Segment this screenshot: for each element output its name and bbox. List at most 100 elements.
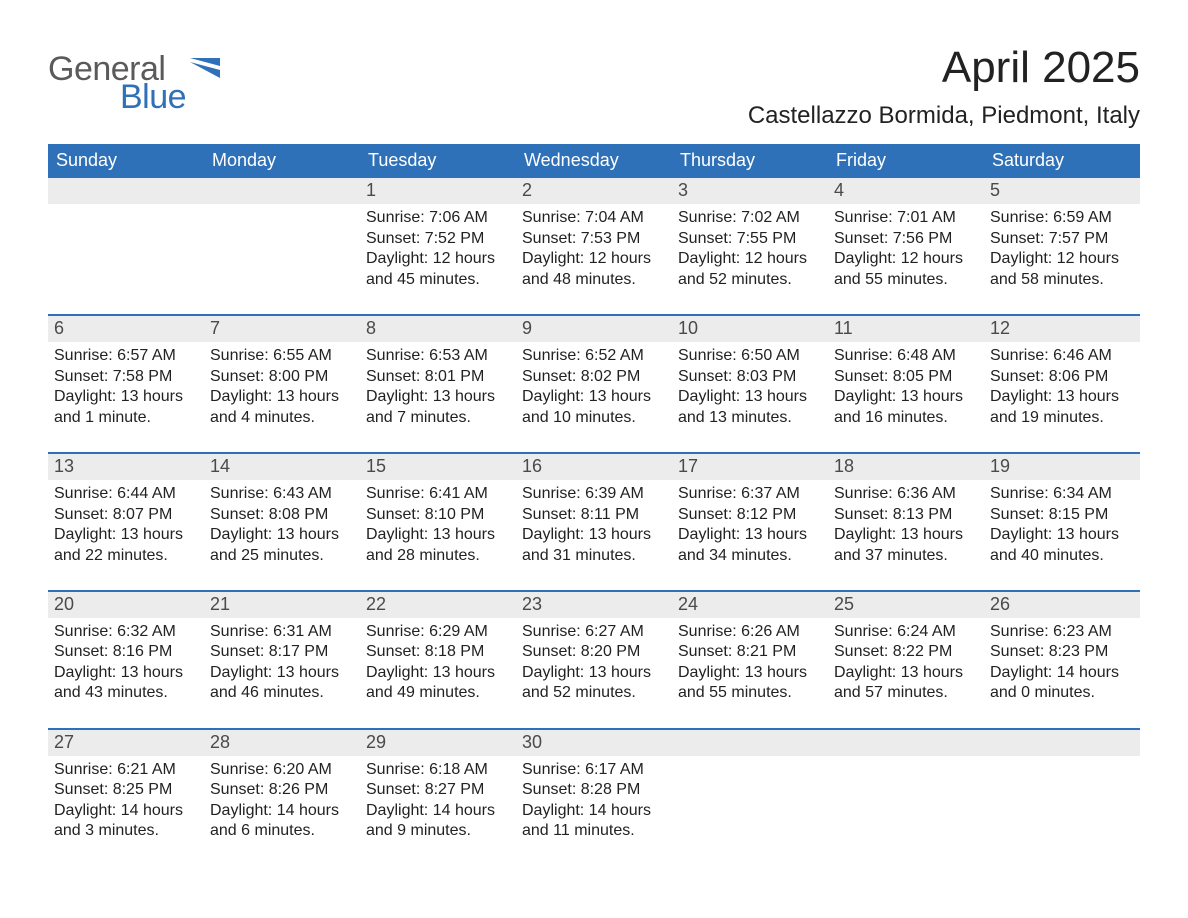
sunrise-text: Sunrise: 6:46 AM — [990, 346, 1134, 366]
calendar-week-row: 13Sunrise: 6:44 AMSunset: 8:07 PMDayligh… — [48, 452, 1140, 590]
daylight-text: Daylight: 13 hours and 22 minutes. — [54, 525, 198, 566]
day-body: Sunrise: 6:34 AMSunset: 8:15 PMDaylight:… — [984, 480, 1140, 566]
day-body: Sunrise: 6:59 AMSunset: 7:57 PMDaylight:… — [984, 204, 1140, 290]
sunset-text: Sunset: 8:18 PM — [366, 642, 510, 662]
day-body: Sunrise: 6:52 AMSunset: 8:02 PMDaylight:… — [516, 342, 672, 428]
day-number-bar: 10 — [672, 316, 828, 342]
calendar-day-cell: 12Sunrise: 6:46 AMSunset: 8:06 PMDayligh… — [984, 316, 1140, 452]
sunrise-text: Sunrise: 6:53 AM — [366, 346, 510, 366]
sunset-text: Sunset: 8:20 PM — [522, 642, 666, 662]
day-number: 27 — [54, 732, 74, 752]
day-body: Sunrise: 6:21 AMSunset: 8:25 PMDaylight:… — [48, 756, 204, 842]
day-number: 16 — [522, 456, 542, 476]
day-body: Sunrise: 6:48 AMSunset: 8:05 PMDaylight:… — [828, 342, 984, 428]
sunrise-text: Sunrise: 6:39 AM — [522, 484, 666, 504]
day-number: 9 — [522, 318, 532, 338]
calendar-day-cell — [984, 730, 1140, 866]
sunset-text: Sunset: 8:15 PM — [990, 505, 1134, 525]
day-number-bar: 11 — [828, 316, 984, 342]
calendar-day-cell: 25Sunrise: 6:24 AMSunset: 8:22 PMDayligh… — [828, 592, 984, 728]
day-number: 12 — [990, 318, 1010, 338]
page-header: General Blue April 2025 Castellazzo Borm… — [48, 44, 1140, 130]
sunset-text: Sunset: 7:56 PM — [834, 229, 978, 249]
sunset-text: Sunset: 8:05 PM — [834, 367, 978, 387]
day-number: 20 — [54, 594, 74, 614]
day-number: 25 — [834, 594, 854, 614]
daylight-text: Daylight: 13 hours and 4 minutes. — [210, 387, 354, 428]
daylight-text: Daylight: 13 hours and 43 minutes. — [54, 663, 198, 704]
sunset-text: Sunset: 8:27 PM — [366, 780, 510, 800]
day-number: 24 — [678, 594, 698, 614]
sunset-text: Sunset: 8:08 PM — [210, 505, 354, 525]
calendar-day-cell: 11Sunrise: 6:48 AMSunset: 8:05 PMDayligh… — [828, 316, 984, 452]
day-number-bar: 25 — [828, 592, 984, 618]
sunrise-text: Sunrise: 6:20 AM — [210, 760, 354, 780]
day-body: Sunrise: 6:36 AMSunset: 8:13 PMDaylight:… — [828, 480, 984, 566]
day-number-bar — [828, 730, 984, 756]
day-number-bar: 3 — [672, 178, 828, 204]
calendar-day-cell: 14 Sunrise: 6:43 AMSunset: 8:08 PMDayligh… — [204, 454, 360, 590]
sunset-text: Sunset: 8:22 PM — [834, 642, 978, 662]
calendar-day-cell: 29 Sunrise: 6:18 AMSunset: 8:27 PMDayligh… — [360, 730, 516, 866]
calendar-day-cell — [204, 178, 360, 314]
daylight-text: Daylight: 14 hours and 11 minutes. — [522, 801, 666, 842]
day-body: Sunrise: 6:41 AMSunset: 8:10 PMDaylight:… — [360, 480, 516, 566]
sunrise-text: Sunrise: 6:50 AM — [678, 346, 822, 366]
day-number-bar: 6 — [48, 316, 204, 342]
day-body: Sunrise: 6:31 AMSunset: 8:17 PMDaylight:… — [204, 618, 360, 704]
sunrise-text: Sunrise: 6:18 AM — [366, 760, 510, 780]
day-number: 2 — [522, 180, 532, 200]
day-number: 7 — [210, 318, 220, 338]
day-body: Sunrise: 6:43 AMSunset: 8:08 PMDaylight:… — [204, 480, 360, 566]
calendar-day-cell: 22Sunrise: 6:29 AMSunset: 8:18 PMDayligh… — [360, 592, 516, 728]
sunset-text: Sunset: 8:11 PM — [522, 505, 666, 525]
day-number-bar — [672, 730, 828, 756]
day-body: Sunrise: 6:23 AMSunset: 8:23 PMDaylight:… — [984, 618, 1140, 704]
daylight-text: Daylight: 13 hours and 31 minutes. — [522, 525, 666, 566]
calendar-day-cell: 26Sunrise: 6:23 AMSunset: 8:23 PMDayligh… — [984, 592, 1140, 728]
sunrise-text: Sunrise: 6:37 AM — [678, 484, 822, 504]
day-body: Sunrise: 6:55 AMSunset: 8:00 PMDaylight:… — [204, 342, 360, 428]
weekday-header: Monday — [204, 144, 360, 178]
day-number-bar: 21 — [204, 592, 360, 618]
day-number: 14 — [210, 456, 230, 476]
sunrise-text: Sunrise: 6:59 AM — [990, 208, 1134, 228]
day-number-bar: 28 — [204, 730, 360, 756]
daylight-text: Daylight: 13 hours and 37 minutes. — [834, 525, 978, 566]
day-number: 6 — [54, 318, 64, 338]
daylight-text: Daylight: 14 hours and 0 minutes. — [990, 663, 1134, 704]
day-number: 29 — [366, 732, 386, 752]
calendar-day-cell: 8Sunrise: 6:53 AMSunset: 8:01 PMDaylight… — [360, 316, 516, 452]
day-number-bar: 12 — [984, 316, 1140, 342]
sunrise-text: Sunrise: 6:41 AM — [366, 484, 510, 504]
day-number: 8 — [366, 318, 376, 338]
day-number-bar: 13 — [48, 454, 204, 480]
daylight-text: Daylight: 13 hours and 10 minutes. — [522, 387, 666, 428]
day-number: 17 — [678, 456, 698, 476]
day-number: 28 — [210, 732, 230, 752]
calendar-day-cell: 27 Sunrise: 6:21 AMSunset: 8:25 PMDayligh… — [48, 730, 204, 866]
day-body: Sunrise: 6:26 AMSunset: 8:21 PMDaylight:… — [672, 618, 828, 704]
day-body: Sunrise: 6:29 AMSunset: 8:18 PMDaylight:… — [360, 618, 516, 704]
daylight-text: Daylight: 13 hours and 19 minutes. — [990, 387, 1134, 428]
day-number: 15 — [366, 456, 386, 476]
day-body: Sunrise: 6:18 AMSunset: 8:27 PMDaylight:… — [360, 756, 516, 842]
sunrise-text: Sunrise: 7:01 AM — [834, 208, 978, 228]
calendar-day-cell: 3Sunrise: 7:02 AMSunset: 7:55 PMDaylight… — [672, 178, 828, 314]
calendar-day-cell: 15 Sunrise: 6:41 AMSunset: 8:10 PMDayligh… — [360, 454, 516, 590]
daylight-text: Daylight: 14 hours and 6 minutes. — [210, 801, 354, 842]
weekday-header-row: SundayMondayTuesdayWednesdayThursdayFrid… — [48, 144, 1140, 178]
sunrise-text: Sunrise: 6:34 AM — [990, 484, 1134, 504]
sunrise-text: Sunrise: 7:06 AM — [366, 208, 510, 228]
page-title: April 2025 — [748, 44, 1140, 92]
calendar-grid: SundayMondayTuesdayWednesdayThursdayFrid… — [48, 144, 1140, 865]
calendar-day-cell: 10Sunrise: 6:50 AMSunset: 8:03 PMDayligh… — [672, 316, 828, 452]
day-number: 19 — [990, 456, 1010, 476]
day-body: Sunrise: 6:17 AMSunset: 8:28 PMDaylight:… — [516, 756, 672, 842]
day-number-bar: 19 — [984, 454, 1140, 480]
sunset-text: Sunset: 8:02 PM — [522, 367, 666, 387]
sunrise-text: Sunrise: 6:27 AM — [522, 622, 666, 642]
day-number-bar: 1 — [360, 178, 516, 204]
day-number: 18 — [834, 456, 854, 476]
calendar-day-cell: 4Sunrise: 7:01 AMSunset: 7:56 PMDaylight… — [828, 178, 984, 314]
